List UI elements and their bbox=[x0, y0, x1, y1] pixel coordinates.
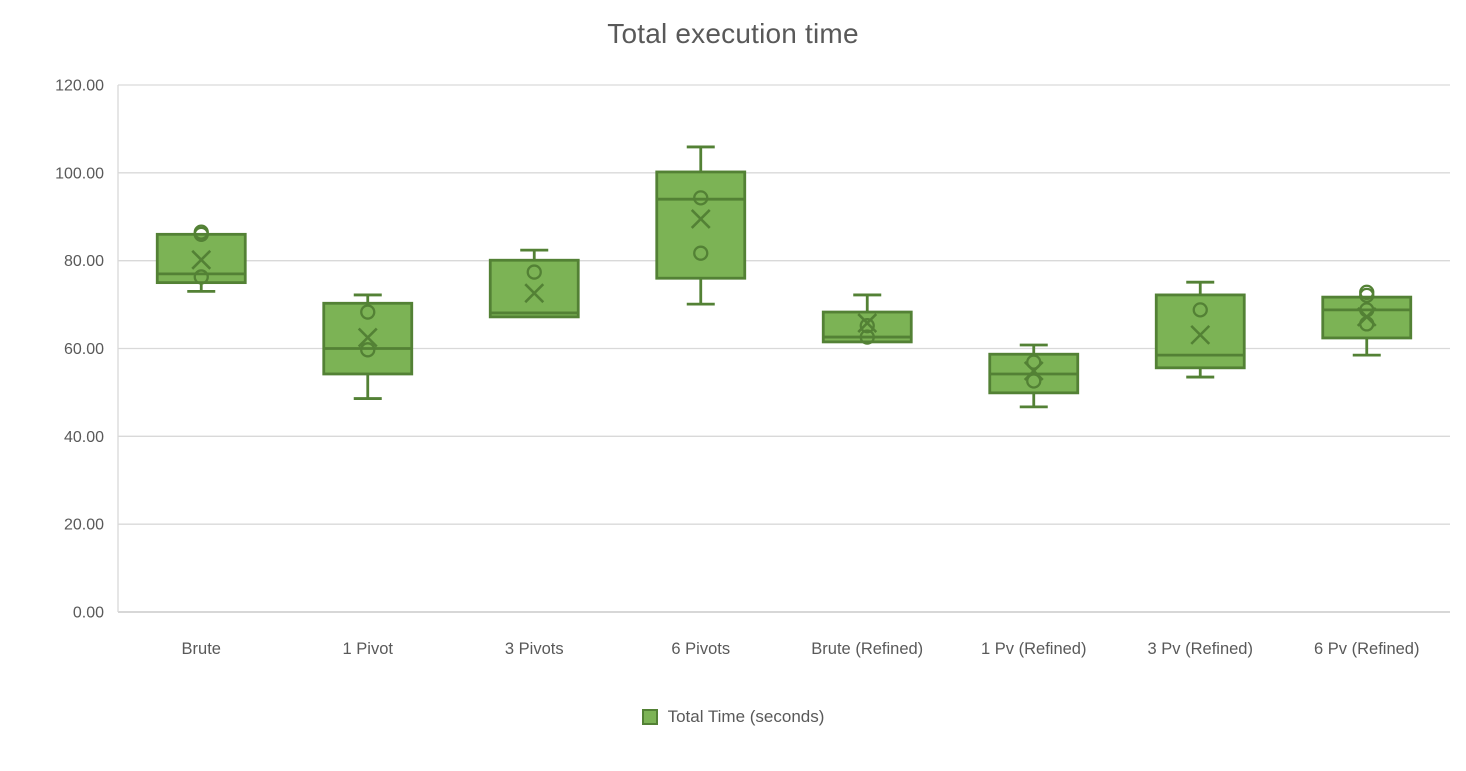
legend-label: Total Time (seconds) bbox=[667, 707, 825, 726]
mean-marker bbox=[1356, 306, 1377, 327]
data-point bbox=[859, 329, 875, 345]
data-point bbox=[1026, 373, 1042, 389]
x-axis-tick-label: 1 Pv (Refined) bbox=[981, 640, 1086, 658]
x-axis-tick-label: Brute bbox=[182, 640, 221, 658]
y-axis-tick-label: 0.00 bbox=[73, 605, 104, 622]
y-axis-tick-label: 40.00 bbox=[64, 429, 104, 446]
x-axis-tick-label: 6 Pivots bbox=[671, 640, 730, 658]
box-3 bbox=[488, 258, 580, 319]
mean-marker bbox=[524, 283, 545, 304]
x-axis-tick-label: Brute (Refined) bbox=[811, 640, 923, 658]
data-point bbox=[526, 264, 542, 280]
mean-marker bbox=[1190, 324, 1211, 345]
y-axis-tick-label: 20.00 bbox=[64, 517, 104, 534]
box-4 bbox=[655, 170, 747, 280]
data-point bbox=[1359, 287, 1375, 304]
data-point bbox=[360, 342, 376, 358]
data-point bbox=[1026, 354, 1042, 370]
mean-marker bbox=[191, 249, 212, 270]
legend-swatch-icon bbox=[641, 709, 658, 725]
y-axis-tick-label: 100.00 bbox=[55, 165, 104, 182]
x-axis-tick-label: 3 Pv (Refined) bbox=[1148, 640, 1253, 658]
mean-marker bbox=[1023, 360, 1044, 381]
chart-title: Total execution time bbox=[607, 18, 859, 49]
mean-marker bbox=[690, 209, 711, 229]
data-point bbox=[1192, 302, 1208, 318]
mean-marker bbox=[357, 327, 378, 348]
mean-marker bbox=[857, 313, 878, 333]
y-axis-tick-label: 60.00 bbox=[64, 341, 104, 358]
x-axis-tick-label: 3 Pivots bbox=[505, 640, 564, 658]
x-axis-tick-label: 6 Pv (Refined) bbox=[1314, 640, 1419, 658]
x-axis-tick-label: 1 Pivot bbox=[343, 640, 394, 658]
box-7 bbox=[1154, 293, 1246, 370]
data-point bbox=[193, 269, 209, 285]
data-point bbox=[693, 190, 709, 206]
data-point bbox=[360, 304, 376, 320]
legend: Total Time (seconds) bbox=[0, 707, 1466, 727]
y-axis-tick-label: 120.00 bbox=[55, 78, 104, 95]
data-point bbox=[193, 226, 209, 242]
data-point bbox=[693, 245, 709, 261]
data-point bbox=[859, 318, 875, 334]
y-axis-tick-label: 80.00 bbox=[64, 253, 104, 270]
